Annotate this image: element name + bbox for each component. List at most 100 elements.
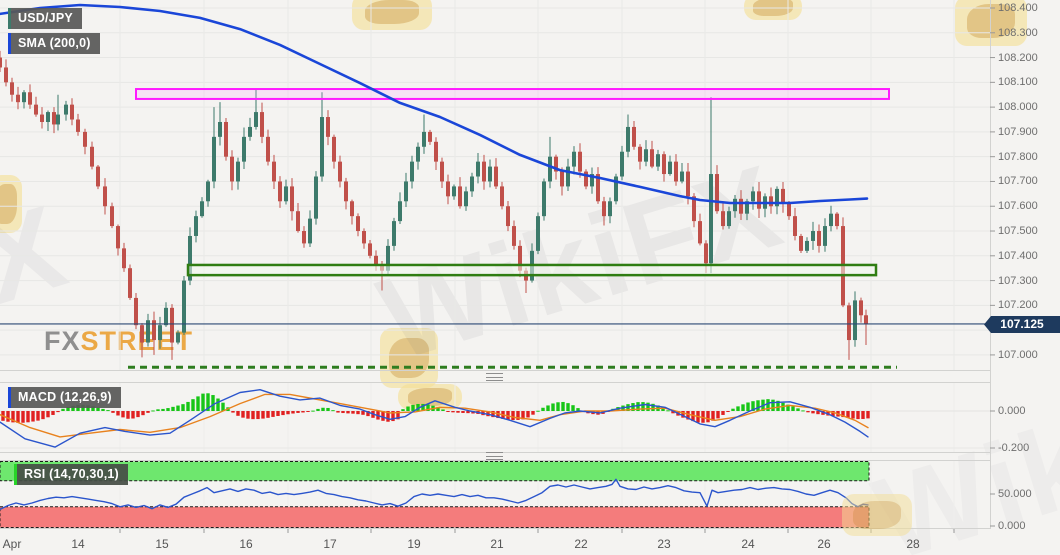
- macd-histogram-bar: [91, 406, 95, 411]
- candle-body: [847, 305, 851, 341]
- candle-body: [140, 325, 144, 343]
- macd-histogram-bar: [351, 411, 355, 414]
- sma-legend[interactable]: SMA (200,0): [8, 33, 100, 54]
- candle-body: [590, 174, 594, 187]
- candle-body: [422, 131, 426, 147]
- macd-histogram-bar: [796, 408, 800, 411]
- panel-splitter-grip[interactable]: [486, 373, 503, 381]
- macd-histogram-bar: [846, 411, 850, 418]
- macd-histogram-bar: [66, 407, 70, 411]
- candle-body: [715, 174, 719, 212]
- candle-body: [596, 174, 600, 202]
- time-axis-label: 24: [741, 537, 755, 551]
- candle-body: [206, 181, 210, 202]
- macd-histogram-bar: [316, 408, 320, 411]
- macd-histogram-bar: [301, 411, 305, 413]
- candle-body: [781, 188, 785, 204]
- macd-histogram-bar: [406, 406, 410, 411]
- panel-splitter-grip[interactable]: [486, 452, 503, 460]
- candle-body: [182, 280, 186, 333]
- candle-body: [326, 117, 330, 137]
- price-axis-label: 108.300: [998, 26, 1038, 39]
- macd-color-tick: [8, 387, 11, 408]
- macd-histogram-bar: [366, 411, 370, 417]
- candle-body: [374, 255, 378, 266]
- time-axis[interactable]: Apr 14 15 16 17 19 21 22 23 24 26 28: [0, 529, 990, 555]
- candle-body: [392, 221, 396, 246]
- macd-histogram-bar: [51, 411, 55, 415]
- candle-body: [314, 176, 318, 219]
- candle-body: [40, 114, 44, 122]
- macd-histogram-bar: [231, 411, 235, 413]
- candle-body: [416, 146, 420, 162]
- macd-histogram-bar: [306, 411, 310, 412]
- symbol-legend[interactable]: USD/JPY: [8, 8, 82, 29]
- candle-body: [248, 126, 252, 137]
- price-axis-label: 107.800: [998, 150, 1038, 163]
- macd-histogram-bar: [286, 411, 290, 415]
- candle-body: [835, 213, 839, 227]
- macd-histogram-bar: [736, 406, 740, 411]
- macd-histogram-bar: [741, 404, 745, 411]
- macd-axis-label: -0.200: [998, 442, 1030, 454]
- macd-histogram-bar: [566, 403, 570, 411]
- macd-histogram-bar: [11, 411, 15, 423]
- candle-body: [176, 332, 180, 343]
- macd-histogram-bar: [176, 405, 180, 411]
- candle-body: [536, 216, 540, 251]
- macd-histogram-bar: [111, 411, 115, 413]
- macd-histogram-bar: [711, 411, 715, 421]
- macd-histogram-bar: [136, 411, 140, 418]
- macd-histogram-bar: [646, 402, 650, 411]
- price-axis[interactable]: 108.400 108.300 108.200 108.100 108.000 107.9…: [990, 0, 1060, 532]
- macd-histogram-bar: [256, 411, 260, 420]
- macd-histogram-bar: [746, 402, 750, 411]
- macd-legend[interactable]: MACD (12,26,9): [8, 387, 121, 408]
- candle-body: [482, 161, 486, 182]
- candle-body: [52, 112, 56, 125]
- macd-histogram-bar: [441, 409, 445, 411]
- candle-body: [686, 171, 690, 197]
- rsi-legend[interactable]: RSI (14,70,30,1): [14, 464, 128, 485]
- price-axis-label: 108.100: [998, 76, 1038, 89]
- candle-body: [254, 112, 258, 127]
- macd-histogram-bar: [21, 411, 25, 423]
- candle-body: [817, 231, 821, 246]
- candle-body: [398, 201, 402, 222]
- candle-body: [28, 92, 32, 105]
- rsi-layer: [0, 461, 870, 528]
- macd-histogram-bar: [281, 411, 285, 416]
- candle-body: [548, 156, 552, 182]
- candle-body: [290, 186, 294, 212]
- sma-color-tick: [8, 33, 11, 54]
- candle-body: [272, 161, 276, 182]
- candle-body: [4, 67, 8, 83]
- candle-body: [64, 104, 68, 115]
- candle-body: [170, 307, 174, 343]
- macd-histogram-bar: [516, 411, 520, 420]
- macd-histogram-bar: [651, 403, 655, 411]
- price-axis-label: 108.000: [998, 101, 1038, 114]
- macd-histogram-bar: [556, 402, 560, 411]
- candle-body: [512, 226, 516, 246]
- macd-histogram-bar: [296, 411, 300, 413]
- macd-histogram-bar: [151, 410, 155, 412]
- candle-body: [440, 161, 444, 182]
- time-axis-label: 21: [490, 537, 504, 551]
- candle-body: [76, 119, 80, 132]
- candle-body: [260, 112, 264, 137]
- macd-axis-label: 0.000: [998, 405, 1026, 417]
- macd-histogram-bar: [266, 411, 270, 418]
- macd-histogram-bar: [456, 411, 460, 413]
- candle-body: [733, 198, 737, 212]
- candle-body: [410, 161, 414, 182]
- macd-histogram-bar: [56, 411, 60, 413]
- macd-histogram-bar: [791, 406, 795, 411]
- candle-body: [356, 216, 360, 232]
- macd-histogram-bar: [71, 405, 75, 411]
- macd-histogram-bar: [196, 396, 200, 411]
- macd-histogram-bar: [206, 393, 210, 411]
- macd-histogram-bar: [576, 408, 580, 411]
